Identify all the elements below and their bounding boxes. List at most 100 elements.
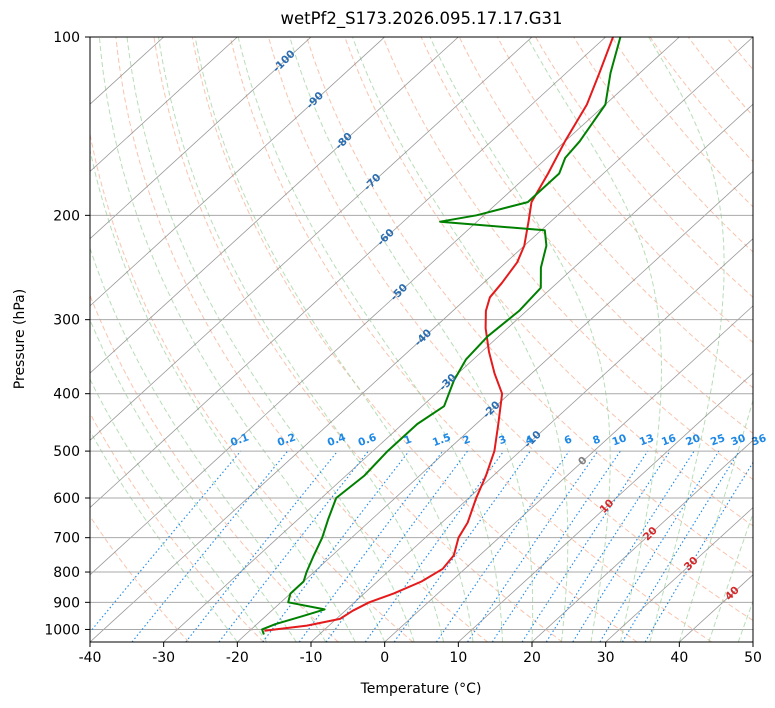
moist-adiabat xyxy=(158,37,445,642)
y-tick-label: 600 xyxy=(53,491,80,507)
warm-isotherm-label: 20 xyxy=(641,525,660,544)
mixing-ratio-line xyxy=(131,450,289,642)
dry-adiabat xyxy=(726,37,753,71)
mixing-ratio-line xyxy=(262,450,410,642)
isotherm-line xyxy=(90,37,606,509)
mixing-ratio-label: 36 xyxy=(750,432,768,448)
moist-adiabat xyxy=(289,37,534,642)
warm-isotherm-label: 30 xyxy=(682,554,701,573)
mixing-ratio-line xyxy=(545,450,671,642)
dry-adiabat xyxy=(344,37,753,527)
y-tick-label: 300 xyxy=(53,313,80,329)
isotherm-line xyxy=(531,439,753,642)
moist-adiabat xyxy=(648,37,725,642)
temperature-line xyxy=(264,37,614,632)
mixing-ratio-label: 20 xyxy=(684,432,702,448)
y-tick-label: 500 xyxy=(53,444,80,460)
moist-adiabat xyxy=(237,37,503,642)
mixing-ratio-label: 30 xyxy=(729,432,747,448)
mixing-ratio-label: 1.5 xyxy=(431,431,453,449)
moist-adiabat xyxy=(526,37,662,642)
isotherm-label: -50 xyxy=(388,282,410,304)
moist-adiabat xyxy=(708,512,753,642)
x-tick-label: 0 xyxy=(380,650,389,666)
dry-adiabat xyxy=(765,37,775,642)
isotherm-label: -100 xyxy=(271,48,298,75)
y-tick-label: 800 xyxy=(53,565,80,581)
mixing-ratio-label: 1 xyxy=(402,433,413,447)
isotherm-label: -40 xyxy=(412,327,434,349)
dewpoint-line xyxy=(261,37,622,635)
isotherm-line xyxy=(310,238,753,642)
mixing-ratio-label: 0.6 xyxy=(357,431,379,449)
mixing-ratio-label: 16 xyxy=(660,432,678,448)
mixing-ratio-line xyxy=(572,450,695,642)
y-axis-label: Pressure (hPa) xyxy=(12,289,28,389)
moist-adiabat xyxy=(90,378,268,642)
mixing-ratio-label: 0.4 xyxy=(326,431,348,449)
dry-adiabat xyxy=(115,37,488,642)
mixing-ratio-line xyxy=(599,450,720,642)
mixing-ratio-line xyxy=(491,450,621,642)
moist-adiabat xyxy=(126,37,415,642)
moist-adiabat xyxy=(737,599,753,642)
warm-isotherm-label: 10 xyxy=(597,497,616,516)
x-tick-label: 40 xyxy=(670,650,688,666)
y-tick-label: 1000 xyxy=(44,622,80,638)
dry-adiabat xyxy=(90,293,339,642)
isotherm-line xyxy=(90,37,533,441)
chart-title: wetPf2_S173.2026.095.17.17.G31 xyxy=(280,9,563,28)
moist-adiabat xyxy=(352,37,569,642)
moist-adiabat xyxy=(194,37,474,642)
dry-adiabat xyxy=(90,412,264,642)
dry-adiabat xyxy=(90,131,414,642)
mixing-ratio-label: 10 xyxy=(611,432,629,448)
mixing-ratio-label: 0.1 xyxy=(229,431,251,449)
mixing-ratio-line xyxy=(298,450,444,642)
mixing-ratio-label: 13 xyxy=(638,432,656,448)
mixing-ratio-line xyxy=(393,450,531,642)
dry-adiabat xyxy=(90,515,190,642)
y-tick-label: 200 xyxy=(53,208,80,224)
isotherm-line xyxy=(90,37,312,240)
warm-isotherm-label: 40 xyxy=(723,584,742,603)
dry-adiabat xyxy=(611,37,753,208)
dry-adiabat xyxy=(687,37,753,117)
mixing-ratio-line xyxy=(218,450,369,642)
mixing-ratio-line xyxy=(521,450,649,642)
dry-adiabat xyxy=(268,37,753,622)
x-tick-label: -30 xyxy=(152,650,175,666)
isotherm-label: -80 xyxy=(333,130,355,152)
mixing-ratio-label: 3 xyxy=(497,433,508,447)
moist-adiabat xyxy=(90,430,238,642)
plot-frame xyxy=(89,36,754,643)
mixing-ratio-line xyxy=(185,450,339,642)
isotherm-line xyxy=(237,170,753,642)
mixing-ratio-label: 2 xyxy=(461,433,472,447)
isotherm-line xyxy=(90,37,238,172)
x-tick-label: -20 xyxy=(226,650,249,666)
mixing-ratio-line xyxy=(467,450,599,642)
dry-adiabat xyxy=(458,37,753,389)
mixing-ratio-line xyxy=(364,450,505,642)
x-tick-label: 10 xyxy=(449,650,467,666)
moist-adiabat xyxy=(98,37,386,642)
background-lines xyxy=(90,37,775,642)
inline-labels: -100-90-80-70-60-50-40-30-20-100.1 0.2 0.4… xyxy=(229,48,768,603)
mixing-ratio-line xyxy=(90,450,242,633)
mixing-ratio-line xyxy=(435,450,570,642)
y-tick-label: 700 xyxy=(53,531,80,547)
sounding-profiles xyxy=(261,37,622,635)
x-tick-label: 20 xyxy=(523,650,541,666)
mixing-ratio-label: 6 xyxy=(563,433,574,447)
isotherm-line xyxy=(90,37,385,307)
x-tick-label: 30 xyxy=(597,650,615,666)
isotherm-label: -90 xyxy=(304,90,326,112)
y-tick-label: 900 xyxy=(53,595,80,611)
dry-adiabat xyxy=(382,37,753,481)
isotherm-line xyxy=(458,372,753,642)
mixing-ratio-label: 4 xyxy=(524,433,535,447)
isotherm-label: -70 xyxy=(362,171,384,193)
mixing-ratio-line xyxy=(325,450,468,642)
